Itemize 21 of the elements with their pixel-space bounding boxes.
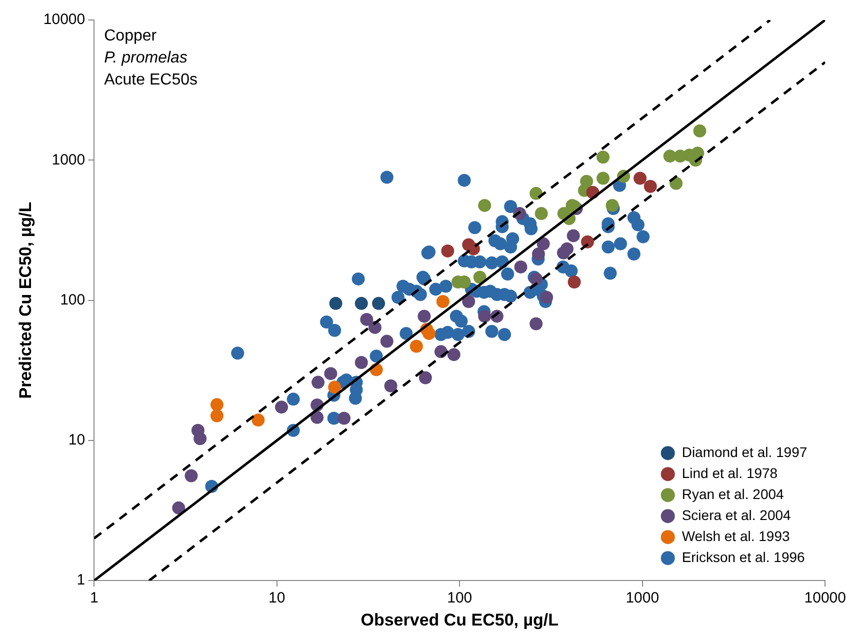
x-tick-label: 10000 [804, 590, 846, 607]
legend-label: Erickson et al. 1996 [682, 548, 806, 565]
legend-label: Diamond et al. 1997 [682, 444, 808, 460]
y-tick-label: 10000 [43, 11, 86, 28]
x-tick-label: 1000 [626, 590, 660, 607]
y-tick-label: 1000 [52, 151, 86, 168]
y-axis-title: Predicted Cu EC50, µg/L [16, 202, 35, 399]
x-tick-label: 10 [268, 590, 286, 607]
y-tick-label: 10 [68, 432, 86, 449]
x-axis-title: Observed Cu EC50, µg/L [360, 610, 559, 630]
y-tick-label: 100 [60, 291, 86, 308]
annotation: Copper [104, 27, 158, 44]
legend-label: Sciera et al. 2004 [682, 506, 792, 523]
annotation: Acute EC50s [104, 71, 198, 88]
legend-label: Welsh et al. 1993 [682, 528, 790, 544]
legend-label: Lind et al. 1978 [682, 464, 778, 481]
y-tick-label: 1 [76, 572, 86, 589]
annotation: P. promelas [104, 49, 188, 66]
legend-label: Ryan et al. 2004 [682, 486, 784, 502]
x-tick-label: 1 [90, 590, 98, 607]
x-tick-label: 100 [447, 590, 472, 607]
